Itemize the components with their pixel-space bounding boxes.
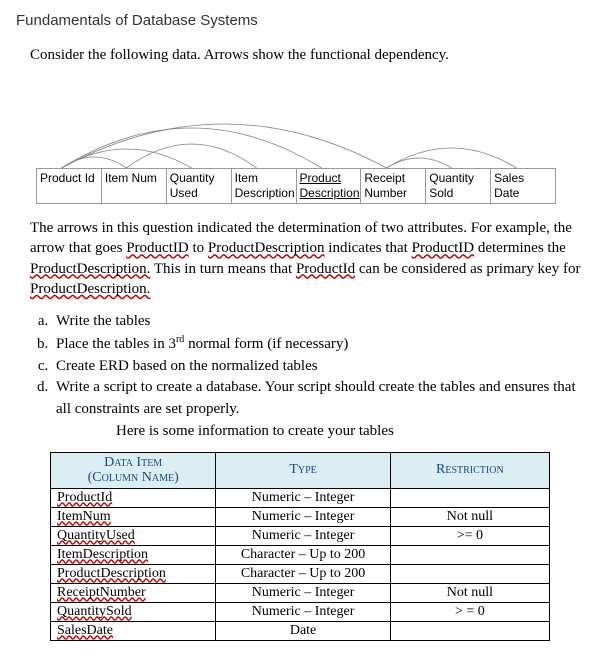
restriction-cell bbox=[390, 488, 549, 507]
spec-table: Data Item (Column Name) Type Restriction… bbox=[50, 452, 550, 641]
restriction-cell bbox=[390, 564, 549, 583]
table-row: QuantityUsedNumeric – Integer>= 0 bbox=[51, 526, 550, 545]
text: normal form (if necessary) bbox=[184, 336, 348, 352]
attribute-cell: Receipt Number bbox=[361, 169, 426, 204]
type-cell: Numeric – Integer bbox=[216, 583, 390, 602]
restriction-cell: >= 0 bbox=[390, 526, 549, 545]
explanation-paragraph: The arrows in this question indicated th… bbox=[30, 218, 583, 299]
table-row: ProductDescriptionCharacter – Up to 200 bbox=[51, 564, 550, 583]
text: can be considered as primary key for bbox=[355, 261, 580, 277]
attribute-cell: Item Description bbox=[231, 169, 296, 204]
restriction-cell: > = 0 bbox=[390, 602, 549, 621]
question-a: Write the tables bbox=[52, 311, 583, 333]
type-cell: Date bbox=[216, 621, 390, 640]
text: determines the bbox=[474, 240, 566, 256]
table-row: SalesDateDate bbox=[51, 621, 550, 640]
attribute-cell: Quantity Used bbox=[166, 169, 231, 204]
data-item-cell: ProductDescription bbox=[51, 564, 216, 583]
question-list: Write the tables Place the tables in 3rd… bbox=[30, 311, 583, 421]
dependency-arcs bbox=[36, 78, 556, 168]
data-item-cell: QuantitySold bbox=[51, 602, 216, 621]
data-item-cell: ProductId bbox=[51, 488, 216, 507]
term-productid: ProductId bbox=[296, 261, 355, 277]
data-item-cell: SalesDate bbox=[51, 621, 216, 640]
text: This in turn means that bbox=[150, 261, 296, 277]
restriction-cell bbox=[390, 545, 549, 564]
attribute-table: Product IdItem NumQuantity UsedItem Desc… bbox=[36, 168, 556, 204]
type-cell: Numeric – Integer bbox=[216, 488, 390, 507]
header-type: Type bbox=[216, 452, 390, 488]
table-row: ItemNumNumeric – IntegerNot null bbox=[51, 507, 550, 526]
type-cell: Numeric – Integer bbox=[216, 526, 390, 545]
type-cell: Numeric – Integer bbox=[216, 507, 390, 526]
data-item-cell: ItemNum bbox=[51, 507, 216, 526]
data-item-cell: ReceiptNumber bbox=[51, 583, 216, 602]
attribute-cell: Item Num bbox=[101, 169, 166, 204]
header-restriction: Restriction bbox=[390, 452, 549, 488]
text: indicates that bbox=[325, 240, 412, 256]
type-cell: Numeric – Integer bbox=[216, 602, 390, 621]
restriction-cell bbox=[390, 621, 549, 640]
table-row: ItemDescriptionCharacter – Up to 200 bbox=[51, 545, 550, 564]
text: Place the tables in 3 bbox=[56, 336, 176, 352]
table-row: ProductIdNumeric – Integer bbox=[51, 488, 550, 507]
header-data-item: Data Item (Column Name) bbox=[51, 452, 216, 488]
page-title: Fundamentals of Database Systems bbox=[16, 12, 583, 29]
header-data-item-top: Data Item bbox=[104, 455, 162, 470]
intro-paragraph: Consider the following data. Arrows show… bbox=[30, 47, 583, 64]
question-d: Write a script to create a database. You… bbox=[52, 377, 583, 421]
term-productdescription: ProductDescription. bbox=[30, 281, 150, 297]
data-item-cell: QuantityUsed bbox=[51, 526, 216, 545]
table-row: QuantitySoldNumeric – Integer> = 0 bbox=[51, 602, 550, 621]
attribute-cell: Quantity Sold bbox=[426, 169, 491, 204]
type-cell: Character – Up to 200 bbox=[216, 545, 390, 564]
restriction-cell: Not null bbox=[390, 507, 549, 526]
question-c: Create ERD based on the normalized table… bbox=[52, 356, 583, 378]
dependency-diagram: Product IdItem NumQuantity UsedItem Desc… bbox=[36, 78, 556, 204]
question-b: Place the tables in 3rd normal form (if … bbox=[52, 333, 583, 356]
text: to bbox=[189, 240, 208, 256]
term-productdescription: ProductDescription. bbox=[30, 261, 150, 277]
header-data-item-bottom: (Column Name) bbox=[88, 470, 179, 485]
data-item-cell: ItemDescription bbox=[51, 545, 216, 564]
table-row: ReceiptNumberNumeric – IntegerNot null bbox=[51, 583, 550, 602]
info-line: Here is some information to create your … bbox=[116, 423, 583, 440]
restriction-cell: Not null bbox=[390, 583, 549, 602]
attribute-cell: Sales Date bbox=[491, 169, 556, 204]
term-productdescription: ProductDescription bbox=[208, 240, 325, 256]
type-cell: Character – Up to 200 bbox=[216, 564, 390, 583]
term-productid: ProductID bbox=[412, 240, 475, 256]
attribute-cell: Product Description bbox=[296, 169, 361, 204]
term-productid: ProductID bbox=[126, 240, 189, 256]
attribute-cell: Product Id bbox=[37, 169, 102, 204]
